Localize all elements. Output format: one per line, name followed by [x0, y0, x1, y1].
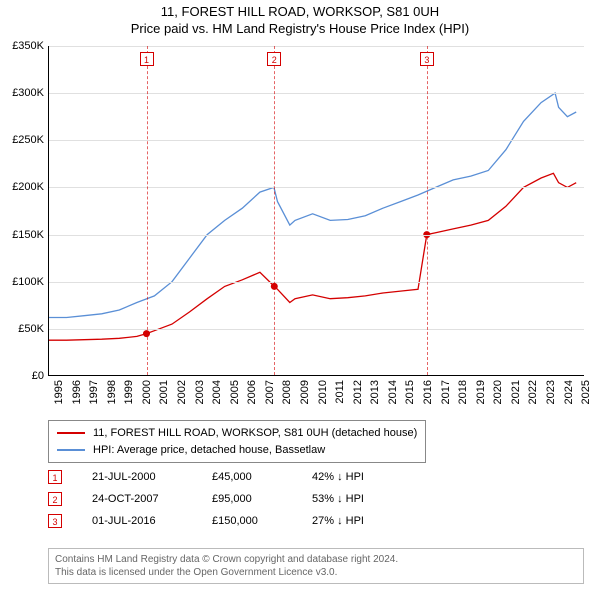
x-axis-label: 2001	[158, 380, 170, 404]
x-axis-label: 2012	[352, 380, 364, 404]
detail-date: 21-JUL-2000	[92, 471, 212, 483]
x-axis-label: 2018	[457, 380, 469, 404]
chart-svg	[49, 46, 585, 376]
legend-swatch	[57, 432, 85, 434]
gridline	[49, 140, 584, 141]
x-axis-label: 2007	[264, 380, 276, 404]
x-axis-label: 1997	[88, 380, 100, 404]
gridline	[49, 282, 584, 283]
sale-marker-line	[147, 46, 148, 375]
detail-date: 24-OCT-2007	[92, 493, 212, 505]
title-line-2: Price paid vs. HM Land Registry's House …	[0, 21, 600, 38]
detail-pct: 27% ↓ HPI	[312, 515, 412, 527]
legend-item: 11, FOREST HILL ROAD, WORKSOP, S81 0UH (…	[57, 425, 417, 442]
x-axis-label: 2017	[440, 380, 452, 404]
y-axis-label: £150K	[0, 229, 44, 241]
gridline	[49, 46, 584, 47]
x-axis-label: 2008	[281, 380, 293, 404]
x-axis-label: 2010	[317, 380, 329, 404]
x-axis-label: 2004	[211, 380, 223, 404]
x-axis-label: 1999	[123, 380, 135, 404]
detail-price: £150,000	[212, 515, 312, 527]
x-axis-label: 1995	[53, 380, 65, 404]
credit-line-1: Contains HM Land Registry data © Crown c…	[55, 553, 577, 566]
x-axis-label: 2014	[387, 380, 399, 404]
credit-line-2: This data is licensed under the Open Gov…	[55, 566, 577, 579]
legend-swatch	[57, 449, 85, 451]
x-axis-label: 2003	[194, 380, 206, 404]
x-axis-label: 2006	[246, 380, 258, 404]
x-axis-label: 2013	[369, 380, 381, 404]
y-axis-label: £250K	[0, 134, 44, 146]
gridline	[49, 329, 584, 330]
detail-badge: 1	[48, 470, 62, 484]
gridline	[49, 187, 584, 188]
x-axis-label: 2023	[545, 380, 557, 404]
chart-container: 11, FOREST HILL ROAD, WORKSOP, S81 0UH P…	[0, 0, 600, 590]
gridline	[49, 235, 584, 236]
x-axis-label: 2015	[404, 380, 416, 404]
x-axis-label: 2020	[492, 380, 504, 404]
x-axis-label: 1996	[71, 380, 83, 404]
sale-marker-line	[274, 46, 275, 375]
sale-details-table: 1 21-JUL-2000£45,00042% ↓ HPI 2 24-OCT-2007…	[48, 466, 412, 532]
x-axis-label: 2016	[422, 380, 434, 404]
sale-marker-badge: 1	[140, 52, 154, 66]
detail-row: 2 24-OCT-2007£95,00053% ↓ HPI	[48, 488, 412, 510]
x-axis-label: 2011	[334, 380, 346, 404]
y-axis-label: £300K	[0, 87, 44, 99]
detail-price: £45,000	[212, 471, 312, 483]
y-axis-label: £100K	[0, 276, 44, 288]
y-axis-label: £200K	[0, 181, 44, 193]
detail-date: 01-JUL-2016	[92, 515, 212, 527]
detail-badge: 3	[48, 514, 62, 528]
x-axis-label: 2022	[527, 380, 539, 404]
credit-box: Contains HM Land Registry data © Crown c…	[48, 548, 584, 584]
sale-marker-line	[427, 46, 428, 375]
detail-price: £95,000	[212, 493, 312, 505]
title-line-1: 11, FOREST HILL ROAD, WORKSOP, S81 0UH	[0, 4, 600, 21]
x-axis-label: 1998	[106, 380, 118, 404]
gridline	[49, 93, 584, 94]
legend: 11, FOREST HILL ROAD, WORKSOP, S81 0UH (…	[48, 420, 426, 463]
sale-marker-badge: 2	[267, 52, 281, 66]
detail-row: 1 21-JUL-2000£45,00042% ↓ HPI	[48, 466, 412, 488]
detail-badge: 2	[48, 492, 62, 506]
y-axis-label: £350K	[0, 40, 44, 52]
x-axis-label: 2025	[580, 380, 592, 404]
x-axis-label: 2009	[299, 380, 311, 404]
x-axis-label: 2000	[141, 380, 153, 404]
chart-plot-area: £0£50K£100K£150K£200K£250K£300K£350K1995…	[48, 46, 584, 376]
legend-label: 11, FOREST HILL ROAD, WORKSOP, S81 0UH (…	[93, 425, 417, 442]
x-axis-label: 2005	[229, 380, 241, 404]
y-axis-label: £50K	[0, 323, 44, 335]
detail-pct: 53% ↓ HPI	[312, 493, 412, 505]
detail-pct: 42% ↓ HPI	[312, 471, 412, 483]
legend-label: HPI: Average price, detached house, Bass…	[93, 442, 325, 459]
x-axis-label: 2002	[176, 380, 188, 404]
legend-item: HPI: Average price, detached house, Bass…	[57, 442, 417, 459]
sale-marker-badge: 3	[420, 52, 434, 66]
title-block: 11, FOREST HILL ROAD, WORKSOP, S81 0UH P…	[0, 0, 600, 38]
detail-row: 3 01-JUL-2016£150,00027% ↓ HPI	[48, 510, 412, 532]
series-line-hpi	[49, 93, 576, 317]
x-axis-label: 2021	[510, 380, 522, 404]
y-axis-label: £0	[0, 370, 44, 382]
x-axis-label: 2024	[563, 380, 575, 404]
series-line-price_paid	[49, 173, 576, 340]
x-axis-label: 2019	[475, 380, 487, 404]
